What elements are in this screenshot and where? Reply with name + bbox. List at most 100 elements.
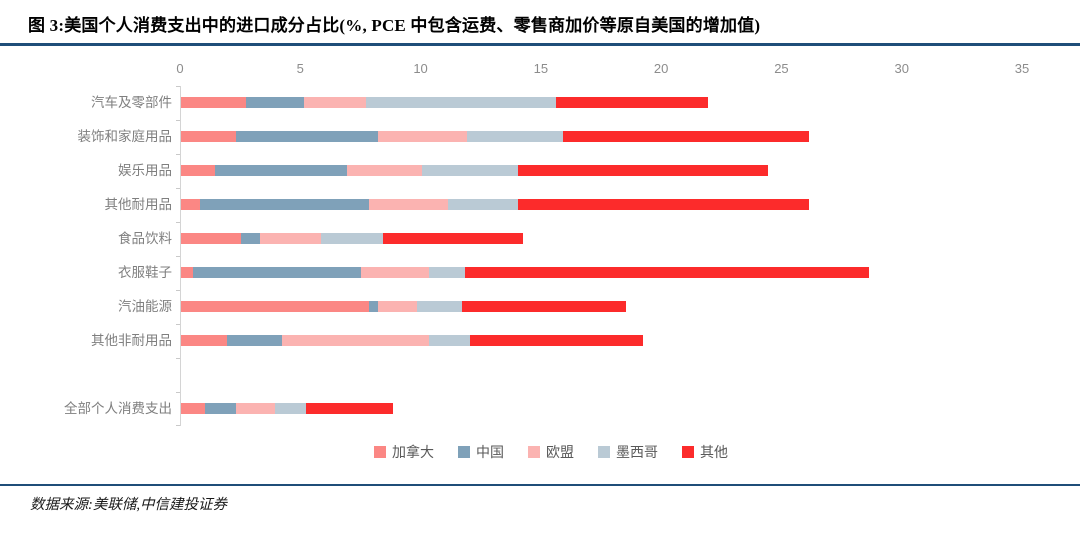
bar-segment (181, 267, 194, 278)
legend-label: 墨西哥 (616, 446, 658, 461)
bar-segment (260, 233, 321, 244)
bar-segment (416, 301, 463, 312)
bar-track (176, 86, 1022, 120)
bar-segment (556, 97, 708, 108)
x-axis-row: 0 5 10 15 20 25 30 35 (22, 58, 1080, 86)
bar-segment (464, 267, 869, 278)
bar-segment (181, 233, 242, 244)
bar-segment (469, 335, 643, 346)
bar-segment (383, 233, 523, 244)
bar-segment (181, 199, 201, 210)
bar-segment (361, 267, 429, 278)
bar-segment (236, 131, 379, 142)
x-axis-tick-label: 25 (774, 61, 789, 76)
x-axis-tick-label: 10 (413, 61, 428, 76)
bar-rows: 汽车及零部件装饰和家庭用品娱乐用品其他耐用品食品饮料衣服鞋子汽油能源其他非耐用品… (22, 86, 1080, 426)
figure-footer: 数据来源:美联储,中信建投证券 (0, 484, 1080, 514)
bar-segment (193, 267, 362, 278)
bar-segment (368, 301, 379, 312)
stacked-bar (181, 301, 627, 312)
chart-legend: 加拿大 中国 欧盟 墨西哥 其他 (22, 442, 1080, 462)
bar-track (176, 188, 1022, 222)
legend-item: 欧盟 (528, 442, 574, 462)
legend-item: 墨西哥 (598, 442, 658, 462)
legend-label: 其他 (700, 446, 728, 461)
bar-track (176, 392, 1022, 426)
x-axis-tick-label: 30 (894, 61, 909, 76)
spacer-row (22, 358, 1080, 392)
stacked-bar (181, 267, 869, 278)
legend-item: 加拿大 (374, 442, 434, 462)
stacked-bar (181, 97, 708, 108)
bar-track (176, 290, 1022, 324)
bar-segment (181, 403, 206, 414)
category-label: 汽油能源 (118, 299, 172, 314)
bar-segment (303, 97, 367, 108)
legend-item: 其他 (682, 442, 728, 462)
legend-swatch (598, 446, 610, 458)
bar-row: 汽油能源 (22, 290, 1080, 324)
bar-segment (214, 165, 347, 176)
bar-segment (366, 97, 557, 108)
bar-segment (378, 301, 417, 312)
bar-segment (346, 165, 422, 176)
bar-segment (448, 199, 518, 210)
bar-segment (517, 199, 809, 210)
bar-row: 食品饮料 (22, 222, 1080, 256)
stacked-bar (181, 233, 523, 244)
category-label: 其他耐用品 (104, 197, 173, 212)
bar-track (176, 358, 1022, 392)
bar-segment (306, 403, 393, 414)
bar-segment (428, 267, 465, 278)
stacked-bar (181, 165, 768, 176)
bar-row: 衣服鞋子 (22, 256, 1080, 290)
bar-track (176, 256, 1022, 290)
bar-segment (181, 97, 246, 108)
category-label: 汽车及零部件 (91, 95, 172, 110)
bar-segment (181, 165, 215, 176)
title-divider (0, 43, 1080, 46)
bar-track (176, 222, 1022, 256)
bar-segment (236, 403, 275, 414)
bar-row: 装饰和家庭用品 (22, 120, 1080, 154)
stacked-bar (181, 335, 643, 346)
stacked-bar-chart: 0 5 10 15 20 25 30 35 汽车及零部件装饰和家庭用品娱乐用品其他耐用品食品饮… (22, 58, 1080, 462)
figure-title: 图 3:美国个人消费支出中的进口成分占比(%, PCE 中包含运费、零售商加价等… (28, 16, 761, 35)
bar-segment (428, 335, 470, 346)
x-axis-tick-label: 15 (533, 61, 549, 76)
category-label: 全部个人消费支出 (64, 401, 172, 416)
stacked-bar (181, 199, 809, 210)
bar-segment (200, 199, 369, 210)
bar-row: 其他非耐用品 (22, 324, 1080, 358)
bar-track (176, 324, 1022, 358)
axis-spacer (22, 58, 180, 86)
category-label: 娱乐用品 (118, 163, 172, 178)
legend-swatch (682, 446, 694, 458)
bar-segment (462, 301, 627, 312)
legend-swatch (528, 446, 540, 458)
bar-segment (320, 233, 384, 244)
bar-segment (378, 131, 468, 142)
bar-segment (274, 403, 307, 414)
category-label: 衣服鞋子 (118, 265, 172, 280)
bar-row: 全部个人消费支出 (22, 392, 1080, 426)
bar-row: 汽车及零部件 (22, 86, 1080, 120)
bar-segment (181, 301, 369, 312)
bar-segment (282, 335, 429, 346)
x-axis-tick-label: 0 (176, 61, 184, 76)
bar-segment (467, 131, 564, 142)
category-label: 其他非耐用品 (91, 333, 172, 348)
stacked-bar (181, 131, 809, 142)
category-label: 装饰和家庭用品 (77, 129, 173, 144)
legend-label: 欧盟 (546, 446, 574, 461)
x-axis-tick-label: 35 (1014, 61, 1030, 76)
stacked-bar (181, 403, 393, 414)
bar-segment (245, 97, 304, 108)
category-label: 食品饮料 (118, 231, 172, 246)
category-label (22, 358, 180, 392)
x-axis-tick-label: 20 (653, 61, 669, 76)
bar-row: 娱乐用品 (22, 154, 1080, 188)
x-axis-tick-label: 5 (296, 61, 304, 76)
bar-segment (368, 199, 448, 210)
